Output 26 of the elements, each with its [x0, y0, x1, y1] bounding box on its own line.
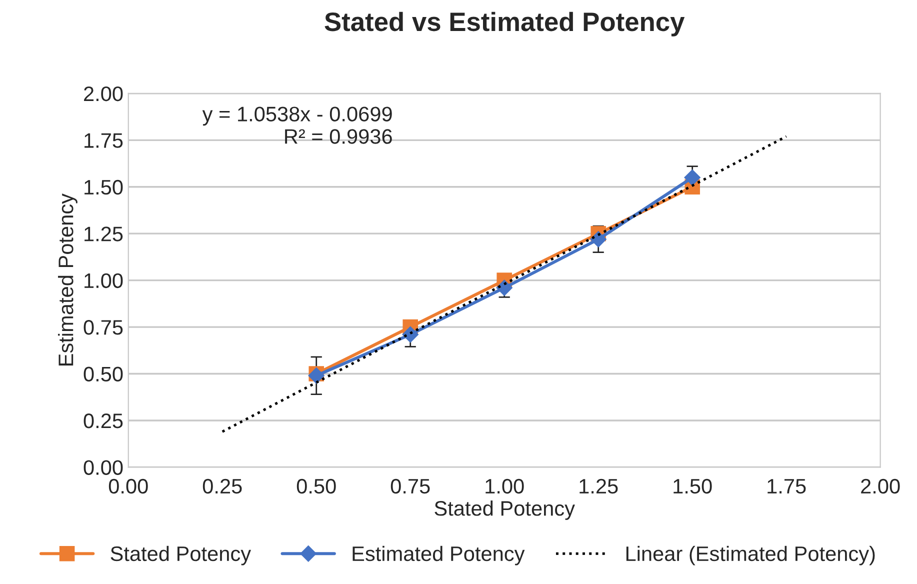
y-tick-label: 1.25	[84, 226, 123, 242]
x-axis-title: Stated Potency	[434, 500, 575, 520]
x-tick-label: 1.75	[768, 479, 806, 494]
annotation: y = 1.0538x - 0.0699 R² = 0.9936	[202, 106, 392, 144]
x-tick-label: 0.50	[296, 478, 336, 494]
y-tick-label: 1.75	[84, 133, 123, 148]
x-tick-label: 0.25	[202, 478, 242, 494]
y-tick-label: 0.50	[84, 366, 123, 382]
y-tick-label: 0.25	[84, 413, 123, 428]
legend-label: Linear (Estimated Potency)	[626, 546, 875, 566]
x-tick-label: 0.75	[390, 478, 430, 494]
y-tick-label: 2.00	[84, 86, 123, 102]
x-tick-label: 0.00	[108, 478, 148, 494]
x-tick-label: 1.25	[580, 478, 618, 494]
chart-title: Stated vs Estimated Potency	[324, 12, 685, 36]
point	[684, 169, 700, 186]
y-axis-title: Estimated Potency	[58, 194, 78, 366]
legend-label: Estimated Potency	[352, 546, 525, 566]
x-tick-label: 2.00	[861, 478, 900, 494]
y-tick-label: 0.00	[84, 460, 123, 475]
x-tick-label: 1.00	[486, 478, 524, 494]
legend-label: Stated Potency	[110, 546, 252, 566]
y-tick-label: 1.00	[84, 273, 123, 288]
y-tick-label: 1.50	[84, 180, 123, 195]
x-tick-label: 1.50	[674, 478, 712, 494]
y-tick-label: 0.75	[84, 320, 123, 335]
